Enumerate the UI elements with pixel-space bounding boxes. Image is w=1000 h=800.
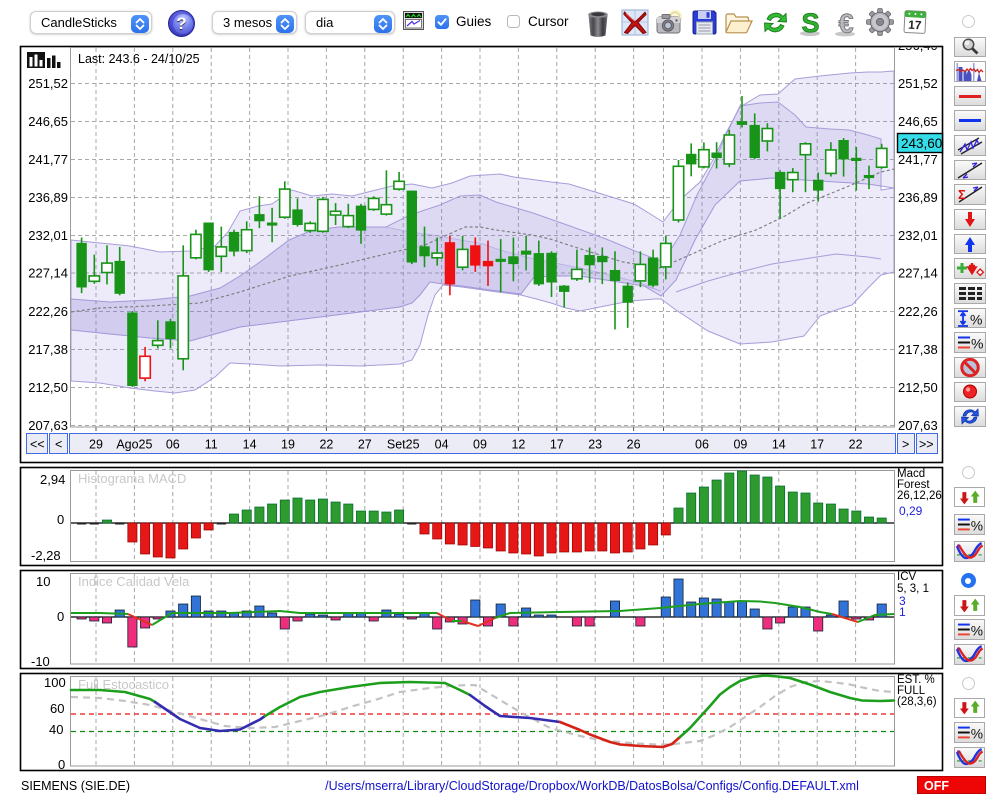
svg-text:-2,28: -2,28 [31,548,61,563]
svg-text:%: % [970,622,982,638]
svg-text:5, 3, 1: 5, 3, 1 [897,583,929,595]
svg-text:251,52: 251,52 [898,76,938,91]
svg-text:-10: -10 [31,654,50,669]
svg-text:17: 17 [908,18,922,33]
svg-text:0,29: 0,29 [899,504,923,518]
svg-text:22: 22 [849,438,863,452]
svg-text:Full Estocastico: Full Estocastico [78,677,169,692]
svg-text:17: 17 [550,438,564,452]
svg-text:241,77: 241,77 [898,152,938,167]
svg-text:27: 27 [358,438,372,452]
svg-text:FULL: FULL [897,685,926,697]
svg-text:%: % [970,725,982,741]
svg-text:19: 19 [281,438,295,452]
svg-text:Last: 243.6 - 24/10/25: Last: 243.6 - 24/10/25 [78,52,200,66]
svg-text:EST. %: EST. % [897,674,935,686]
svg-text:0: 0 [57,609,64,624]
svg-text:Forest: Forest [897,479,930,491]
svg-text:29: 29 [89,438,103,452]
svg-text:232,01: 232,01 [898,228,938,243]
svg-text:1: 1 [899,605,906,619]
svg-text:0: 0 [57,512,64,527]
svg-text:227,14: 227,14 [898,266,938,281]
svg-text:14: 14 [243,438,257,452]
svg-text:251,52: 251,52 [28,76,68,91]
svg-text:26: 26 [627,438,641,452]
svg-text:<: < [55,438,62,452]
svg-text:3: 3 [899,594,906,608]
svg-text:OFF: OFF [924,779,949,793]
svg-text:17: 17 [810,438,824,452]
svg-text:09: 09 [733,438,747,452]
svg-text:Indice Calidad Vela: Indice Calidad Vela [78,574,190,589]
svg-text:60: 60 [50,701,64,716]
svg-text:40: 40 [49,722,63,737]
svg-text:06: 06 [166,438,180,452]
svg-text:(28,3,6): (28,3,6) [897,696,937,708]
svg-text:10: 10 [36,574,50,589]
svg-text:236,89: 236,89 [898,190,938,205]
svg-text:Histograma MACD: Histograma MACD [78,471,186,486]
svg-text:<<: << [30,438,45,452]
svg-text:207,63: 207,63 [28,418,68,433]
svg-text:S: S [801,8,819,37]
svg-text:Set25: Set25 [387,438,420,452]
svg-text:256,40: 256,40 [898,38,938,53]
svg-text:>: > [902,438,909,452]
svg-text:22: 22 [319,438,333,452]
svg-text:26,12,26: 26,12,26 [897,490,942,502]
svg-text:Σ: Σ [958,187,966,202]
svg-text:2,94: 2,94 [40,472,65,487]
svg-text:>>: >> [919,438,934,452]
svg-text:09: 09 [473,438,487,452]
svg-text:227,14: 227,14 [28,266,68,281]
svg-text:04: 04 [435,438,449,452]
svg-text:236,89: 236,89 [28,190,68,205]
svg-text:207,63: 207,63 [898,418,938,433]
svg-text:ICV: ICV [897,571,917,583]
svg-text:23: 23 [588,438,602,452]
svg-text:212,50: 212,50 [898,380,938,395]
svg-text:%: % [970,311,982,327]
svg-text:212,50: 212,50 [28,380,68,395]
svg-text:100: 100 [44,675,66,690]
svg-text:Macd: Macd [897,468,925,480]
svg-text:241,77: 241,77 [28,152,68,167]
svg-text:217,38: 217,38 [898,342,938,357]
svg-text:11: 11 [205,438,218,452]
svg-text:%: % [970,517,982,533]
svg-text:243,60: 243,60 [901,136,942,151]
svg-text:222,26: 222,26 [898,304,938,319]
svg-text:€: € [838,9,853,38]
svg-text:Ago25: Ago25 [116,438,152,452]
svg-text:246,65: 246,65 [898,114,938,129]
svg-text:SIEMENS (SIE.DE): SIEMENS (SIE.DE) [21,779,130,793]
svg-text:12: 12 [511,438,525,452]
svg-text:0: 0 [58,757,65,772]
svg-text:/Users/mserra/Library/CloudSto: /Users/mserra/Library/CloudStorage/Dropb… [325,779,859,793]
svg-text:246,65: 246,65 [28,114,68,129]
svg-text:06: 06 [695,438,709,452]
svg-text:14: 14 [772,438,786,452]
svg-text:%: % [971,336,983,352]
svg-text:217,38: 217,38 [28,342,68,357]
svg-text:232,01: 232,01 [28,228,68,243]
svg-text:222,26: 222,26 [28,304,68,319]
